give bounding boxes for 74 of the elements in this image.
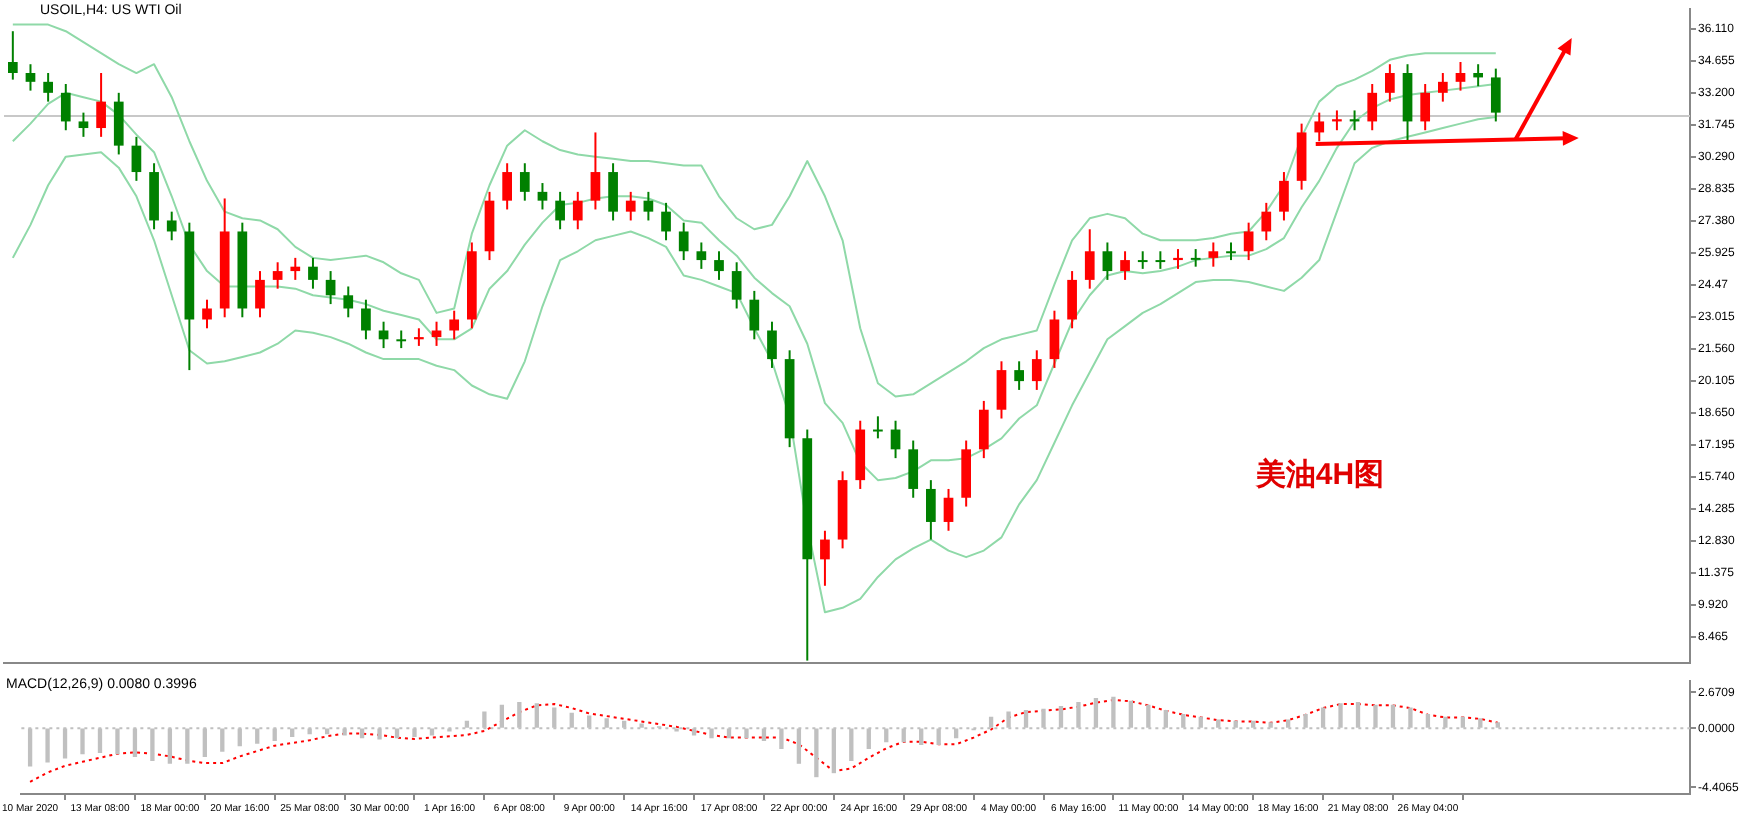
candlestick [519, 162, 530, 202]
candlestick [1332, 109, 1342, 132]
candlestick [608, 162, 618, 222]
bar [220, 728, 225, 752]
candlestick [820, 529, 830, 587]
candlestick [60, 83, 71, 132]
bar [429, 728, 435, 736]
candlestick [643, 190, 654, 222]
candlestick [502, 162, 513, 211]
candlestick [696, 241, 707, 270]
candlestick [731, 261, 742, 310]
candlestick [767, 320, 777, 369]
candlestick [996, 360, 1007, 420]
candlestick [43, 72, 53, 103]
candlestick [7, 30, 18, 81]
candlestick [414, 327, 424, 347]
candlestick [202, 298, 212, 330]
candlestick [572, 190, 583, 231]
candlestick [378, 320, 389, 350]
candlestick [1473, 63, 1483, 88]
candlestick [714, 250, 724, 281]
candlestick [1226, 241, 1236, 262]
candlestick [661, 201, 671, 242]
candlestick [396, 329, 407, 350]
candlestick [537, 182, 548, 211]
candlestick [449, 309, 460, 341]
candlestick [308, 256, 318, 290]
candlestick [1385, 63, 1395, 103]
candlestick [1084, 228, 1095, 290]
candlestick [1155, 250, 1166, 270]
candlestick [590, 131, 601, 211]
candlestick [131, 135, 142, 182]
candlestick [978, 399, 989, 460]
candlestick [873, 415, 883, 440]
candlestick [78, 111, 89, 138]
candlestick [1137, 250, 1148, 270]
candlestick [625, 190, 636, 222]
candlestick [749, 289, 760, 341]
candlestick [1243, 221, 1254, 262]
candlestick [908, 439, 919, 499]
candlestick [1490, 67, 1501, 123]
candlestick [555, 190, 565, 231]
candlestick [1120, 250, 1130, 281]
candlestick [272, 261, 283, 290]
candlestick [96, 72, 106, 138]
candlestick [943, 487, 954, 532]
annotation: 美油4H图 [1253, 456, 1385, 493]
candlestick [926, 479, 936, 541]
candlestick [166, 210, 177, 242]
candlestick [1190, 248, 1201, 268]
candlestick [1420, 83, 1431, 132]
candlestick [343, 285, 354, 319]
candlestick [1314, 111, 1325, 143]
candlestick [290, 256, 301, 281]
candlestick [1067, 270, 1077, 330]
candlestick [361, 298, 371, 341]
candlestick [1279, 171, 1289, 222]
candlestick [1014, 360, 1024, 391]
candlestick [1049, 309, 1060, 369]
candlestick [1437, 72, 1448, 103]
candlestick [1367, 83, 1378, 132]
candlestick [1208, 241, 1219, 268]
candlestick [25, 63, 36, 92]
candlestick [678, 221, 689, 262]
candlestick [1031, 349, 1042, 391]
candlestick [1261, 201, 1272, 242]
candlestick [255, 270, 265, 319]
candlestick [1102, 241, 1113, 281]
candlestick [325, 270, 336, 306]
candlestick [1455, 61, 1466, 92]
candlestick [431, 320, 442, 347]
candlestick [113, 91, 124, 156]
bar [255, 728, 260, 744]
candlestick [1173, 248, 1183, 270]
